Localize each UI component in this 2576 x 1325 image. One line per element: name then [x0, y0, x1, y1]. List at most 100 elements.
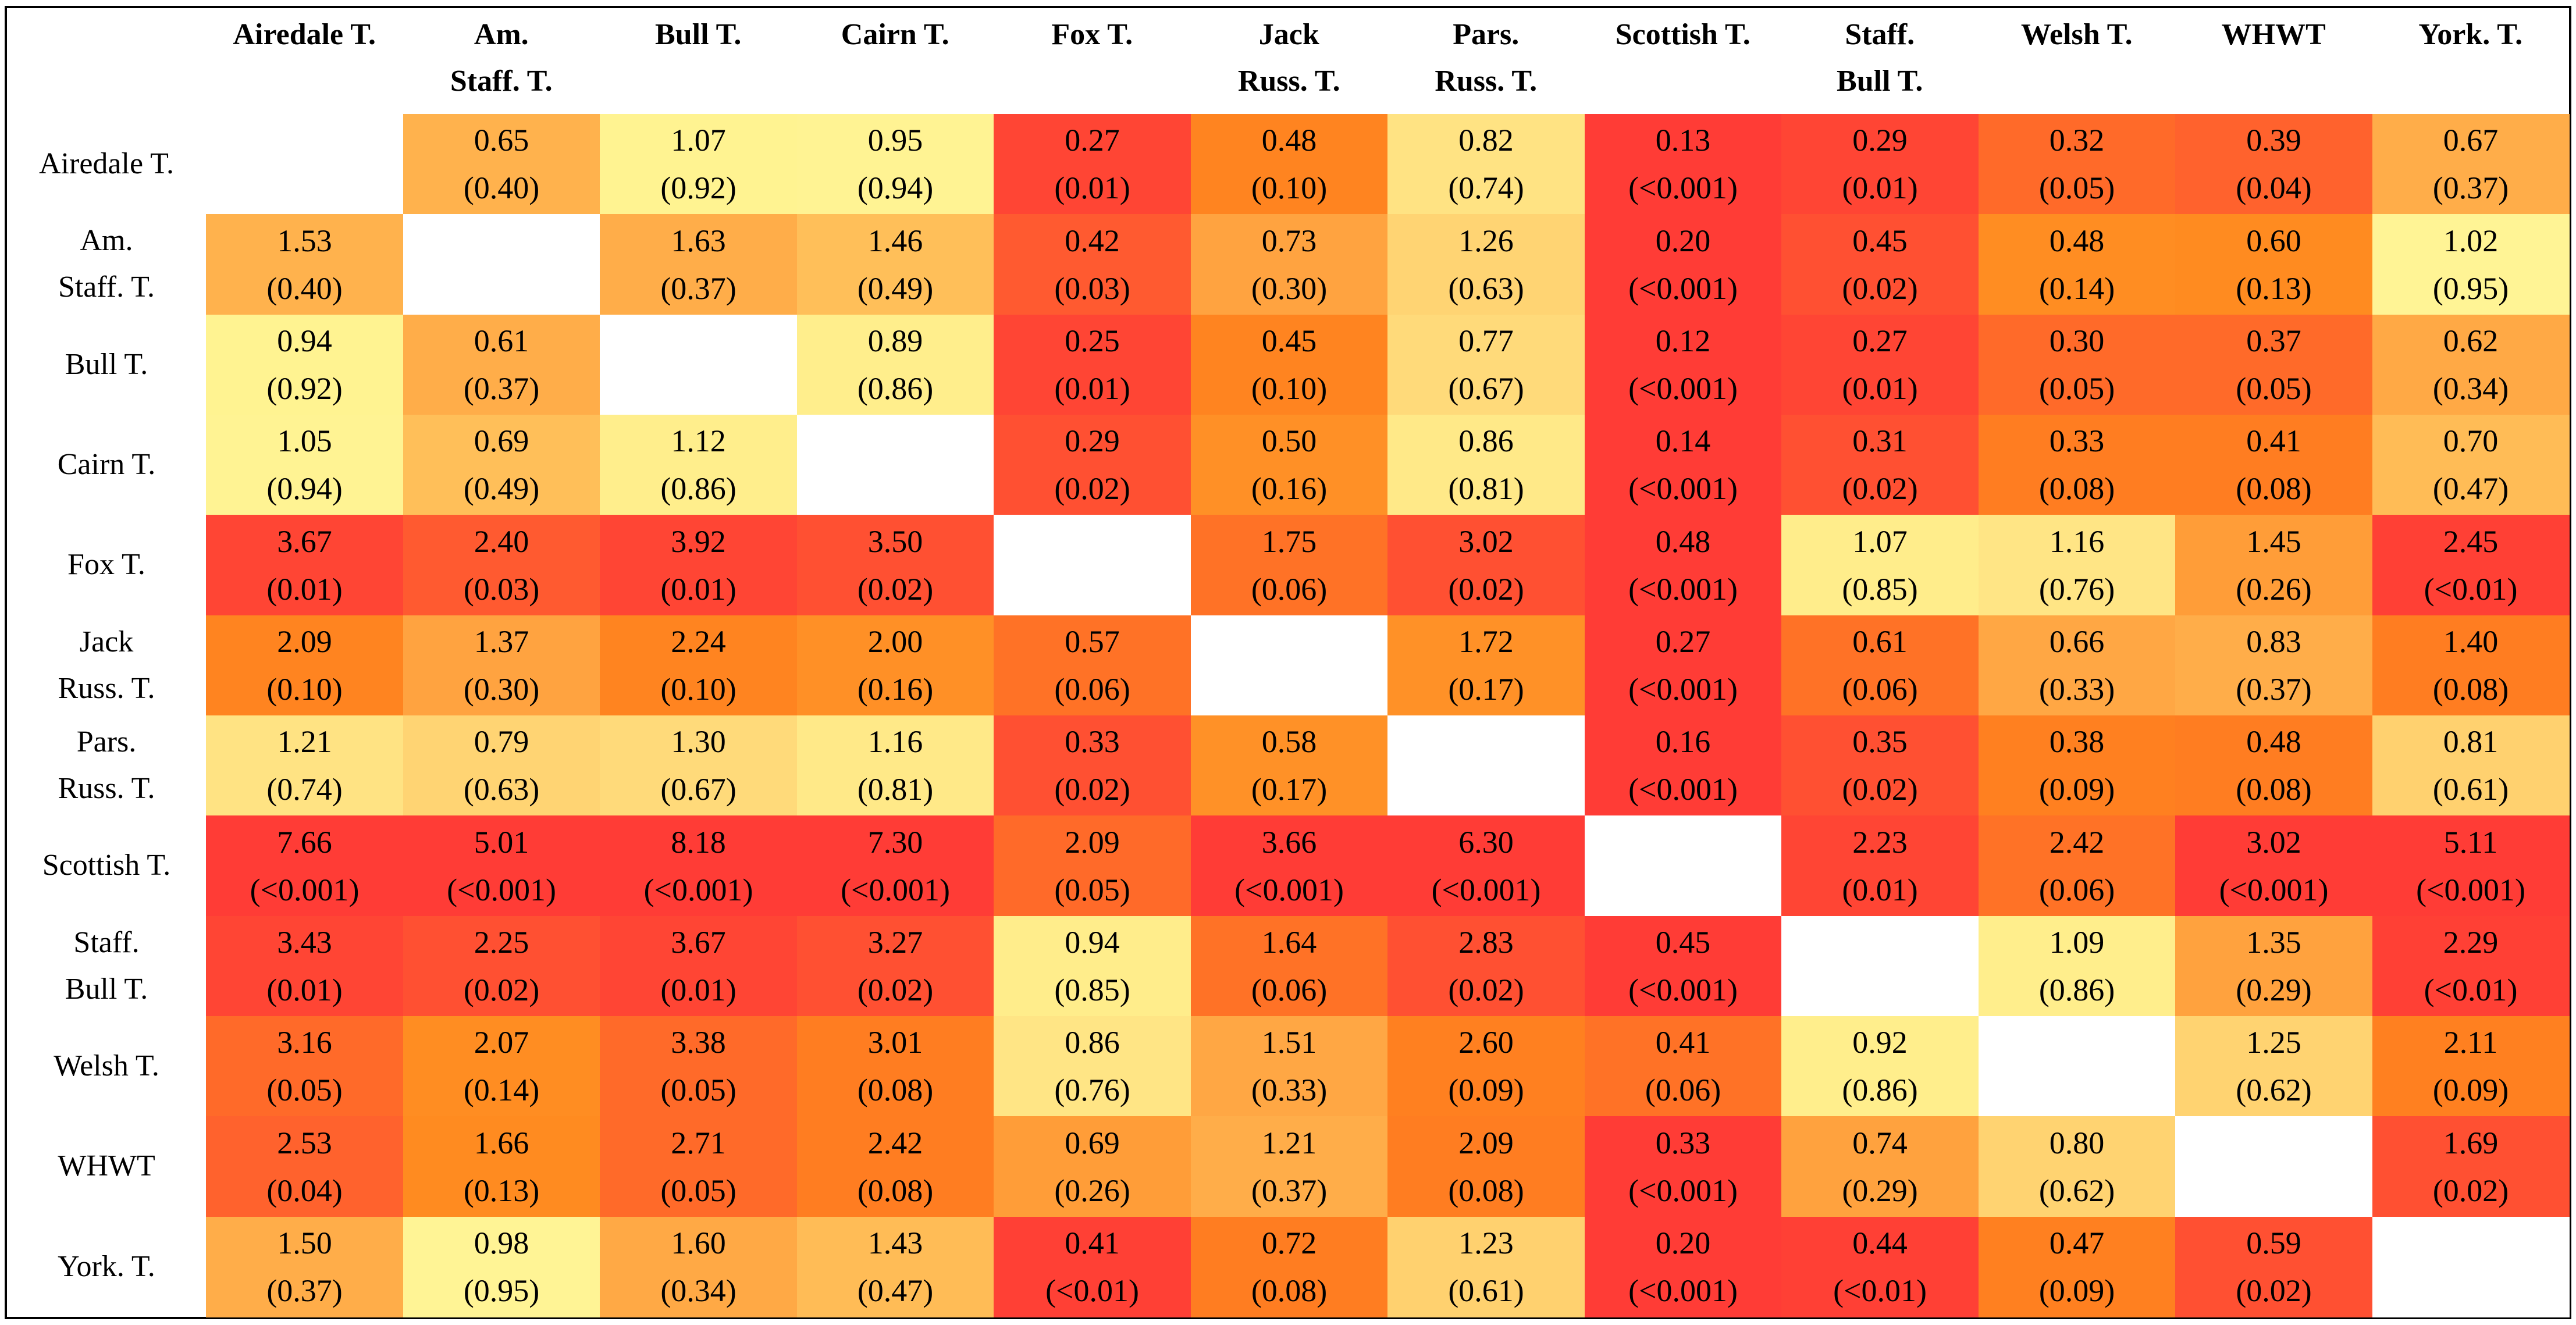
cell-ratio-value: 1.60 — [671, 1226, 726, 1261]
heatmap-cell: 6.30 (<0.001) — [1387, 815, 1585, 917]
heatmap-cell: 1.37 (0.30) — [403, 615, 600, 716]
heatmap-cell: 1.35 (0.29) — [2175, 916, 2373, 1017]
cell-p-value: (0.08) — [2038, 471, 2115, 507]
heatmap-cell: 0.77 (0.67) — [1387, 314, 1585, 415]
cell-ratio-value: 7.66 — [277, 824, 332, 860]
cell-ratio-value: 0.67 — [2443, 123, 2499, 158]
heatmap-cell: 0.69 (0.26) — [994, 1116, 1191, 1217]
cell-p-value: (0.01) — [1054, 170, 1130, 206]
heatmap-cell: 1.60 (0.34) — [600, 1216, 798, 1317]
heatmap-cell: 1.09 (0.86) — [1978, 916, 2176, 1017]
cell-p-value: (<0.001) — [841, 872, 950, 907]
cell-ratio-value: 2.42 — [2049, 824, 2105, 860]
cell-ratio-value: 3.43 — [277, 925, 332, 960]
cell-p-value: (0.03) — [1054, 270, 1130, 306]
cell-ratio-value: 1.46 — [867, 223, 923, 258]
heatmap-cell: 0.48 (0.08) — [2175, 715, 2373, 816]
cell-ratio-value: 2.24 — [671, 624, 726, 660]
heatmap-cell: 0.94 (0.92) — [206, 314, 404, 415]
cell-p-value: (<0.001) — [2219, 872, 2329, 907]
cell-ratio-value: 2.11 — [2443, 1025, 2498, 1060]
cell-p-value: (0.09) — [2038, 1273, 2115, 1309]
cell-ratio-value: 0.94 — [277, 323, 332, 359]
cell-ratio-value: 1.12 — [671, 423, 726, 459]
cell-p-value: (0.74) — [266, 772, 343, 807]
cell-ratio-value: 1.53 — [277, 223, 332, 258]
cell-p-value: (<0.001) — [1628, 672, 1738, 707]
column-header: York. T. — [2418, 18, 2523, 51]
cell-ratio-value: 1.05 — [277, 423, 332, 459]
cell-p-value: (0.47) — [857, 1273, 934, 1309]
cell-p-value: (<0.001) — [1628, 471, 1738, 507]
cell-ratio-value: 0.82 — [1458, 123, 1514, 158]
heatmap-cell: 7.66 (<0.001) — [206, 815, 404, 917]
cell-p-value: (0.08) — [2236, 471, 2312, 507]
column-header: Bull T. — [655, 18, 742, 51]
row-header: Am. Staff. T. — [58, 224, 155, 304]
cell-p-value: (0.13) — [2236, 270, 2312, 306]
heatmap-cell-diagonal — [1190, 615, 1388, 716]
cell-p-value: (0.09) — [2432, 1073, 2509, 1108]
heatmap-cell: 0.44 (<0.01) — [1781, 1216, 1979, 1317]
heatmap-cell: 0.86 (0.81) — [1387, 415, 1585, 515]
heatmap-cell: 0.67 (0.37) — [2372, 114, 2570, 215]
cell-ratio-value: 2.53 — [277, 1125, 332, 1160]
cell-p-value: (0.47) — [2432, 471, 2509, 507]
column-header: Cairn T. — [841, 18, 949, 51]
cell-p-value: (0.08) — [1448, 1173, 1524, 1208]
heatmap-cell: 1.69 (0.02) — [2372, 1116, 2570, 1217]
heatmap-cell: 3.92 (0.01) — [600, 515, 798, 616]
cell-p-value: (<0.001) — [1628, 973, 1738, 1008]
cell-p-value: (<0.001) — [250, 872, 360, 907]
cell-ratio-value: 7.30 — [867, 824, 923, 860]
cell-p-value: (0.06) — [1054, 672, 1130, 707]
heatmap-cell: 1.23 (0.61) — [1387, 1216, 1585, 1317]
cell-p-value: (0.16) — [1251, 471, 1328, 507]
heatmap-cell: 2.40 (0.03) — [403, 515, 600, 616]
cell-ratio-value: 3.27 — [867, 925, 923, 960]
cell-ratio-value: 0.61 — [1852, 624, 1908, 660]
heatmap-cell: 1.50 (0.37) — [206, 1216, 404, 1317]
cell-ratio-value: 0.41 — [2246, 423, 2301, 459]
column-header: Fox T. — [1051, 18, 1133, 51]
heatmap-cell: 0.25 (0.01) — [994, 314, 1191, 415]
heatmap-cell: 0.48 (0.10) — [1190, 114, 1388, 215]
heatmap-cell: 7.30 (<0.001) — [796, 815, 994, 917]
heatmap-cell: 0.66 (0.33) — [1978, 615, 2176, 716]
cell-p-value: (<0.01) — [1045, 1273, 1139, 1309]
cell-ratio-value: 0.59 — [2246, 1226, 2301, 1261]
cell-ratio-value: 0.92 — [1852, 1025, 1908, 1060]
cell-p-value: (0.01) — [1842, 872, 1918, 907]
cell-ratio-value: 5.01 — [474, 824, 529, 860]
cell-p-value: (0.94) — [857, 170, 934, 206]
cell-p-value: (<0.001) — [1628, 170, 1738, 206]
heatmap-cell: 1.45 (0.26) — [2175, 515, 2373, 616]
heatmap-cell: 0.33 (0.02) — [994, 715, 1191, 816]
cell-p-value: (0.06) — [1645, 1073, 1721, 1108]
cell-ratio-value: 1.09 — [2049, 925, 2105, 960]
cell-ratio-value: 0.44 — [1852, 1226, 1908, 1261]
cell-ratio-value: 0.27 — [1852, 323, 1908, 359]
cell-p-value: (0.10) — [266, 672, 343, 707]
cell-ratio-value: 1.51 — [1261, 1025, 1317, 1060]
cell-ratio-value: 1.26 — [1458, 223, 1514, 258]
heatmap-cell: 0.32 (0.05) — [1978, 114, 2176, 215]
cell-ratio-value: 0.81 — [2443, 724, 2499, 760]
cell-ratio-value: 2.42 — [867, 1125, 923, 1160]
cell-ratio-value: 0.41 — [1065, 1226, 1120, 1261]
heatmap-cell: 0.20 (<0.001) — [1584, 214, 1782, 315]
cell-ratio-value: 0.47 — [2049, 1226, 2105, 1261]
cell-p-value: (0.34) — [660, 1273, 736, 1309]
cell-p-value: (0.14) — [463, 1073, 540, 1108]
cell-ratio-value: 2.09 — [277, 624, 332, 660]
heatmap-cell-diagonal — [1584, 815, 1782, 917]
cell-p-value: (0.74) — [1448, 170, 1524, 206]
cell-ratio-value: 1.37 — [474, 624, 529, 660]
cell-ratio-value: 3.38 — [671, 1025, 726, 1060]
heatmap-cell: 0.38 (0.09) — [1978, 715, 2176, 816]
cell-p-value: (0.01) — [660, 973, 736, 1008]
row-header: Airedale T. — [39, 147, 174, 181]
heatmap-cell: 0.79 (0.63) — [403, 715, 600, 816]
cell-ratio-value: 1.66 — [474, 1125, 529, 1160]
heatmap-cell-diagonal — [2175, 1116, 2373, 1217]
